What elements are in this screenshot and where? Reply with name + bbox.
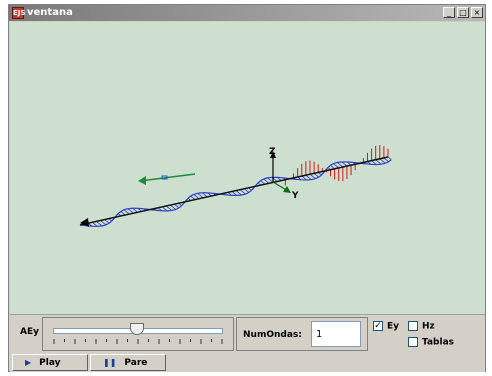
y-axis-label: Y — [291, 191, 299, 201]
aey-label: AEy — [20, 327, 39, 337]
hz-checkbox-label: Hz — [422, 321, 435, 332]
ey-checkbox[interactable]: ✓ Ey — [373, 321, 399, 332]
button-bar: ▶ Play ❚❚ Pare — [10, 354, 485, 372]
propagation-arrow — [138, 173, 196, 185]
play-button-label: Play — [39, 358, 61, 368]
coordinate-axes: Z Y — [269, 147, 299, 201]
play-icon: ▶ — [25, 358, 32, 367]
pause-icon: ❚❚ — [103, 358, 117, 367]
numondas-input[interactable]: 1 — [311, 321, 361, 347]
slider-ticks — [53, 339, 223, 344]
controls-panel: AEy NumOndas: 1 ✓ Ey Hz Tablas — [10, 314, 485, 355]
wave-scene: Z Y — [79, 145, 392, 227]
numondas-field-group: NumOndas: 1 — [236, 317, 368, 351]
app-window: EJS ventana _ □ × Z Y — [8, 4, 486, 372]
ey-checkbox-label: Ey — [387, 321, 400, 332]
window-title: ventana — [27, 7, 73, 18]
title-bar: EJS ventana _ □ × — [9, 5, 485, 21]
slider-thumb[interactable] — [130, 323, 144, 335]
pause-button-label: Pare — [124, 358, 148, 368]
tablas-checkbox-label: Tablas — [422, 337, 455, 348]
maximize-button[interactable]: □ — [457, 7, 469, 18]
tablas-checkbox[interactable]: Tablas — [408, 337, 454, 348]
electric-field-wave — [79, 156, 392, 227]
pause-button[interactable]: ❚❚ Pare — [90, 354, 166, 371]
ey-check-icon[interactable]: ✓ — [373, 321, 383, 331]
z-axis-label: Z — [269, 147, 276, 157]
propagation-axis — [79, 156, 389, 226]
hz-checkbox[interactable]: Hz — [408, 321, 435, 332]
hz-check-box[interactable] — [408, 321, 418, 331]
play-button[interactable]: ▶ Play — [12, 354, 88, 371]
minimize-button[interactable]: _ — [443, 7, 455, 18]
3d-drawing-panel[interactable]: Z Y — [10, 22, 485, 314]
tablas-check-box[interactable] — [408, 337, 418, 347]
magnetic-field-wave — [284, 145, 389, 186]
numondas-label: NumOndas: — [243, 330, 302, 340]
close-button[interactable]: × — [471, 7, 483, 18]
app-icon: EJS — [12, 7, 26, 19]
aey-slider[interactable] — [42, 317, 234, 351]
origin-marker — [80, 218, 89, 227]
